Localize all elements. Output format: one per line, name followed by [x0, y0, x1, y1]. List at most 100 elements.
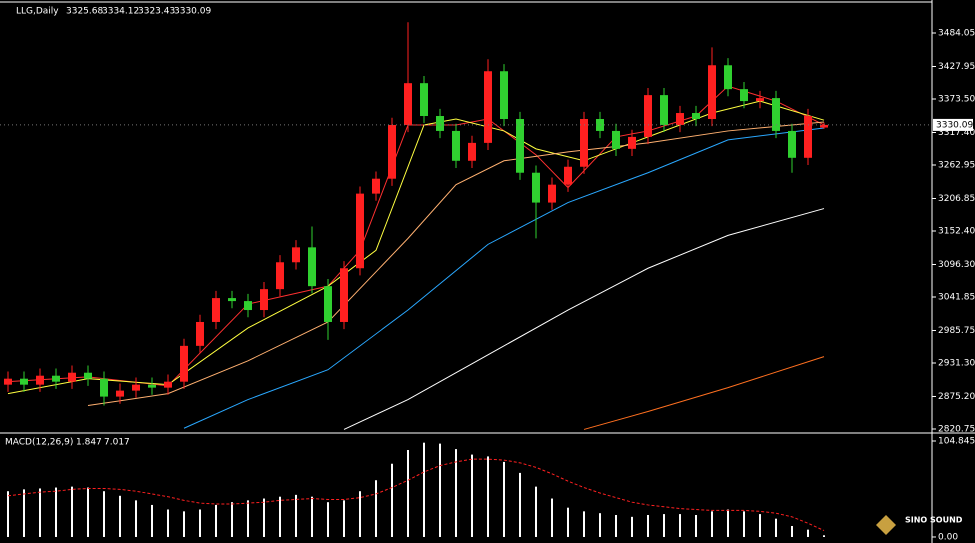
macd-bar [359, 491, 361, 537]
candle-body [100, 378, 108, 397]
candle-body [756, 98, 764, 102]
moving-average-line [183, 127, 825, 429]
macd-bar [823, 535, 825, 537]
macd-bar [743, 511, 745, 537]
macd-value: 1.847 [76, 438, 102, 448]
macd-bar [647, 515, 649, 537]
macd-bar [55, 487, 57, 537]
macd-title: MACD(12,26,9) [5, 438, 73, 448]
candle-body [308, 247, 316, 287]
candle-body [52, 375, 60, 382]
macd-bar [615, 515, 617, 537]
candle-body [84, 372, 92, 379]
macd-bar [119, 495, 121, 537]
y-tick-label: 3373.50 [938, 94, 975, 104]
macd-bar [407, 450, 409, 537]
candle-body [68, 372, 76, 382]
macd-bar [311, 496, 313, 537]
candle-body [564, 166, 572, 185]
candle-body [340, 268, 348, 322]
candle-body [532, 172, 540, 203]
y-tick-label: 3041.85 [938, 292, 975, 302]
macd-bar [135, 500, 137, 537]
y-tick-label: 2820.75 [938, 424, 975, 434]
candle-body [180, 345, 188, 382]
signal-value: 7.017 [104, 438, 130, 448]
y-tick-label: 3152.40 [938, 226, 975, 236]
candle-body [724, 65, 732, 90]
candle-body [788, 130, 796, 158]
macd-bar [775, 518, 777, 537]
macd-bar [695, 515, 697, 537]
y-tick-label: 2985.75 [938, 326, 975, 336]
candle-body [164, 381, 172, 388]
macd-bar [791, 525, 793, 537]
y-tick-label: 3262.95 [938, 160, 975, 170]
moving-average-line [583, 356, 825, 430]
y-tick-label: 0.00 [938, 532, 958, 542]
close-value: 3330.09 [174, 7, 211, 17]
candle-body [516, 118, 524, 173]
candle-body [820, 124, 828, 128]
y-tick-label: 3317.40 [938, 128, 975, 138]
moving-average-line [7, 100, 825, 395]
macd-bar [759, 514, 761, 537]
candle-body [4, 378, 12, 385]
moving-average-line [87, 121, 825, 407]
candle-body [212, 298, 220, 322]
macd-bar [487, 456, 489, 537]
macd-bar [567, 507, 569, 537]
y-tick-label: 2875.20 [938, 392, 975, 402]
open-value: 3325.68 [66, 7, 103, 17]
macd-bar [39, 488, 41, 537]
candle-body [580, 118, 588, 167]
macd-bar [87, 487, 89, 537]
candle-body [772, 98, 780, 131]
macd-bar [71, 486, 73, 537]
macd-bar [551, 498, 553, 537]
macd-bar [663, 514, 665, 537]
macd-bar [503, 461, 505, 537]
candle-body [36, 375, 44, 385]
candle-body [612, 130, 620, 149]
macd-bar [23, 489, 25, 537]
macd-bar [471, 454, 473, 537]
macd-bar [439, 443, 441, 537]
macd-bar [231, 502, 233, 537]
candle-body [372, 178, 380, 194]
macd-bar [343, 500, 345, 537]
candle-body [132, 384, 140, 391]
high-value: 3334.12 [102, 7, 139, 17]
y-tick-label: 2931.30 [938, 358, 975, 368]
candle-body [660, 95, 668, 125]
macd-bar [263, 498, 265, 537]
candle-body [436, 116, 444, 131]
low-value: 3323.43 [138, 7, 175, 17]
macd-bar [199, 509, 201, 537]
candle-body [644, 95, 652, 137]
macd-bar [711, 511, 713, 537]
candle-body [676, 113, 684, 125]
current-price-label: 3330.09 [936, 120, 973, 130]
macd-bar [167, 509, 169, 537]
macd-bar [535, 486, 537, 537]
macd-bar [7, 491, 9, 537]
candle-body [228, 298, 236, 302]
macd-bar [519, 472, 521, 537]
y-tick-label: 3206.85 [938, 194, 975, 204]
macd-bar [583, 511, 585, 537]
candle-body [292, 247, 300, 263]
macd-bar [295, 494, 297, 537]
y-tick-label: 104.845 [938, 437, 975, 447]
y-tick-label: 3096.30 [938, 260, 975, 270]
macd-bar [391, 463, 393, 537]
candle-body [692, 113, 700, 119]
macd-bar [375, 480, 377, 537]
candle-body [260, 289, 268, 311]
signal-line [7, 458, 825, 532]
candle-body [116, 390, 124, 397]
macd-bar [279, 496, 281, 537]
candle-body [484, 71, 492, 143]
y-tick-label: 3427.95 [938, 62, 975, 72]
